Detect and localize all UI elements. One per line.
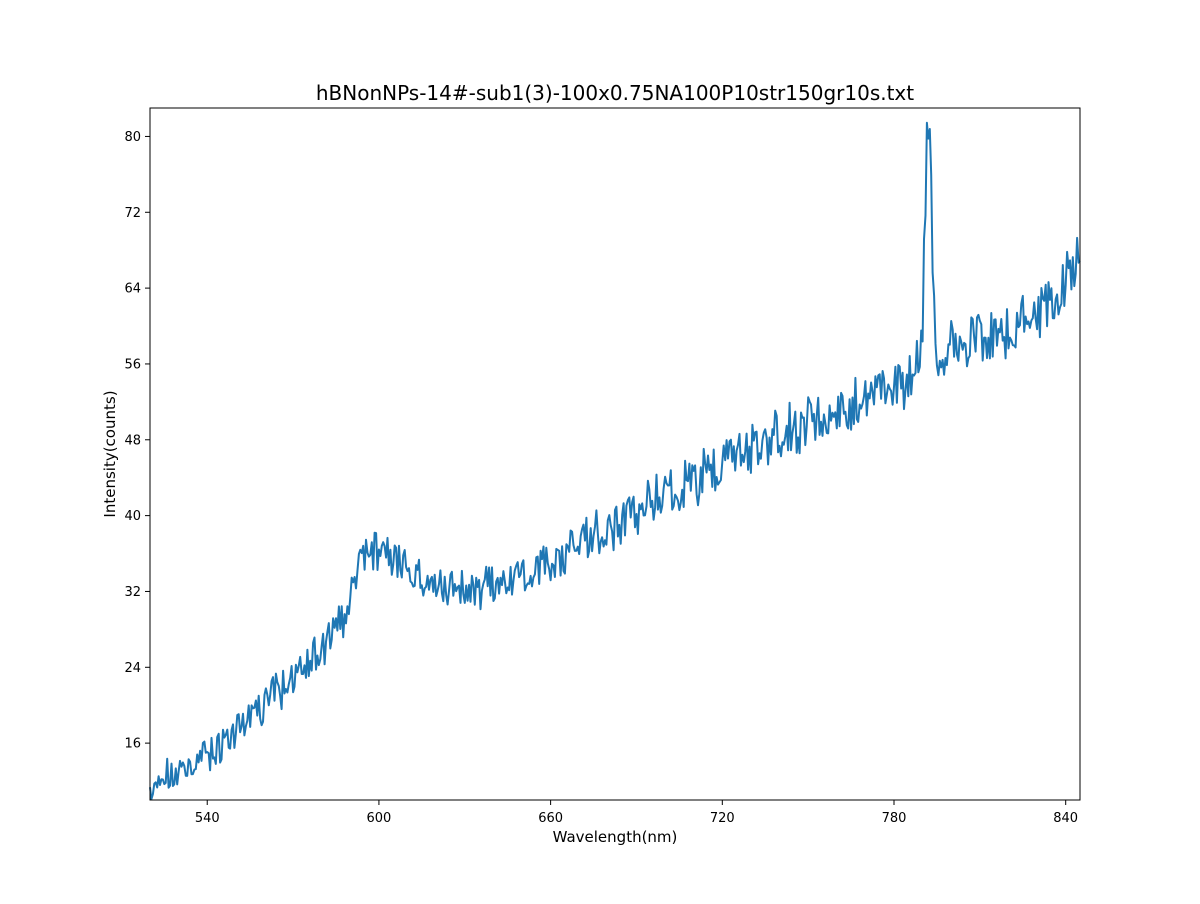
x-axis-label: Wavelength(nm) [553,828,678,846]
y-tick-label: 32 [124,585,141,600]
series-layer [149,121,1081,801]
y-tick-label: 80 [124,130,141,145]
plot-background [150,108,1080,800]
plot-area [149,107,1081,801]
y-tick-label: 48 [124,433,141,448]
y-tick-label: 64 [124,282,141,297]
y-axis-label: Intensity(counts) [101,390,119,517]
y-tick-label: 16 [124,737,141,752]
x-tick-label: 660 [538,811,563,826]
chart-title: hBNonNPs-14#-sub1(3)-100x0.75NA100P10str… [316,81,914,105]
x-axis: 540 600 660 720 780 840 [195,800,1078,826]
y-axis: 16 24 32 40 48 56 64 72 80 [124,130,150,752]
x-tick-label: 720 [710,811,735,826]
x-tick-label: 780 [882,811,907,826]
y-tick-label: 56 [124,357,141,372]
intensity-series-line [149,121,1081,801]
x-tick-label: 840 [1053,811,1078,826]
y-tick-label: 40 [124,509,141,524]
y-tick-label: 24 [124,661,141,676]
x-tick-label: 600 [367,811,392,826]
plot-frame [149,107,1081,801]
y-tick-label: 72 [124,206,141,221]
x-tick-label: 540 [195,811,220,826]
